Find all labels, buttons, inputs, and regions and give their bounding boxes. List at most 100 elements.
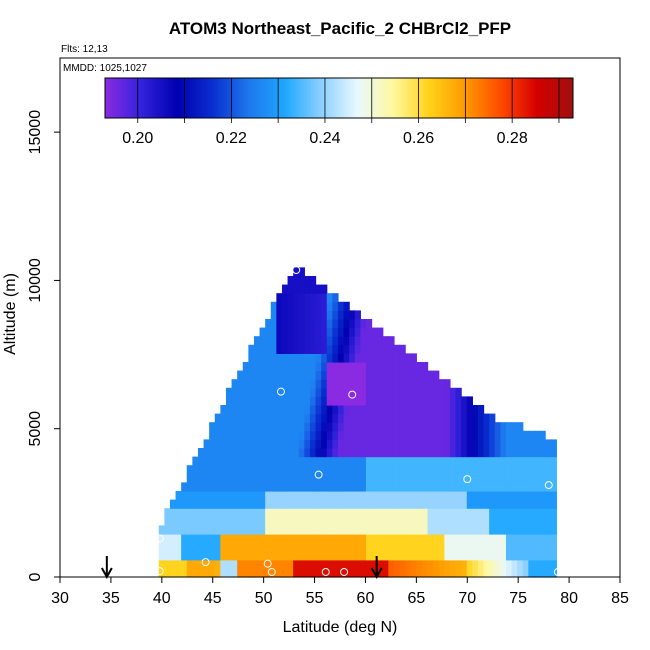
colorbar-segment (563, 78, 567, 118)
heatmap-cell (349, 336, 356, 346)
heatmap-cell (416, 396, 423, 406)
heatmap-cell (365, 336, 373, 346)
heatmap-cell (231, 387, 238, 397)
heatmap-cell (371, 534, 378, 544)
heatmap-cell (315, 404, 322, 415)
heatmap-cell (365, 465, 373, 475)
heatmap-cell (399, 344, 406, 354)
heatmap-cell (421, 430, 429, 440)
heatmap-cell (309, 456, 317, 466)
heatmap-cell (220, 551, 227, 561)
heatmap-cell (399, 542, 406, 552)
sample-point (263, 559, 272, 568)
heatmap-cell (203, 499, 210, 509)
colorbar-segment (348, 78, 352, 118)
heatmap-cell (276, 525, 283, 535)
heatmap-cell (164, 508, 171, 518)
heatmap-cell (449, 439, 457, 449)
heatmap-cell (231, 404, 238, 415)
heatmap-cell (365, 447, 373, 458)
heatmap-cell (360, 516, 367, 526)
heatmap-cell (225, 447, 233, 458)
heatmap-cell (466, 508, 473, 518)
heatmap-cell (287, 404, 294, 415)
colorbar-segment (294, 78, 298, 118)
heatmap-cell (533, 447, 541, 458)
heatmap-cell (209, 499, 216, 509)
heatmap-cell (248, 370, 255, 380)
colorbar-tick-label: 0.28 (497, 130, 528, 147)
heatmap-cell (494, 525, 501, 535)
colorbar-segment (519, 78, 523, 118)
heatmap-cell (365, 525, 373, 535)
heatmap-cell (533, 465, 541, 475)
heatmap-cell (293, 413, 300, 423)
heatmap-cell (203, 516, 210, 526)
heatmap-cell (253, 551, 261, 561)
heatmap-cell (186, 490, 193, 501)
heatmap-cell (449, 559, 457, 569)
heatmap-cell (231, 525, 238, 535)
heatmap-cell (522, 508, 529, 518)
heatmap-cell (337, 534, 345, 544)
heatmap-cell (427, 508, 434, 518)
heatmap-cell (477, 568, 485, 578)
heatmap-cell (321, 396, 328, 406)
heatmap-cell (461, 396, 468, 406)
heatmap-cell (472, 490, 479, 501)
heatmap-cell (522, 439, 529, 449)
heatmap-cell (393, 490, 401, 501)
heatmap-cell (287, 284, 294, 294)
heatmap-cell (365, 379, 373, 389)
heatmap-cell (393, 447, 401, 458)
colorbar-segment (369, 78, 373, 118)
heatmap-cell (388, 370, 395, 380)
heatmap-cell (500, 499, 507, 509)
colorbar-segment (343, 78, 347, 118)
plot-frame (59, 57, 621, 578)
heatmap-cell (494, 534, 501, 544)
heatmap-cell (494, 568, 501, 578)
heatmap-cell (298, 293, 305, 303)
heatmap-cell (388, 499, 395, 509)
heatmap-cell (477, 542, 485, 552)
heatmap-cell (399, 387, 406, 397)
heatmap-cell (298, 465, 305, 475)
heatmap-cell (304, 516, 311, 526)
heatmap-cell (438, 516, 445, 526)
colorbar-segment (268, 78, 272, 118)
heatmap-cell (315, 353, 322, 363)
heatmap-cell (522, 482, 529, 492)
heatmap-cell (349, 327, 356, 337)
colorbar-segment (505, 78, 508, 118)
heatmap-cell (461, 559, 468, 569)
heatmap-cell (304, 456, 311, 466)
heatmap-cell (231, 396, 238, 406)
heatmap-cell (377, 327, 384, 337)
heatmap-cell (332, 551, 339, 561)
colorbar-segment (474, 78, 478, 118)
heatmap-cell (382, 551, 389, 561)
heatmap-cell (494, 430, 501, 440)
heatmap-cell (321, 327, 328, 337)
heatmap-cell (287, 516, 294, 526)
heatmap-cell (326, 542, 333, 552)
heatmap-cell (433, 525, 440, 535)
heatmap-cell (377, 559, 384, 569)
heatmap-cell (421, 439, 429, 449)
heatmap-cell (382, 361, 389, 372)
heatmap-cell (388, 456, 395, 466)
colorbar-segment (259, 78, 263, 118)
colorbar-segment (105, 78, 108, 118)
heatmap-cell (550, 447, 557, 458)
heatmap-cell (192, 499, 199, 509)
heatmap-cell (449, 508, 457, 518)
heatmap-cell (360, 568, 367, 578)
heatmap-cell (382, 542, 389, 552)
heatmap-cell (360, 422, 367, 432)
heatmap-cell (461, 508, 468, 518)
heatmap-cell (214, 447, 221, 458)
heatmap-cell (444, 559, 451, 569)
sample-point (267, 567, 276, 576)
